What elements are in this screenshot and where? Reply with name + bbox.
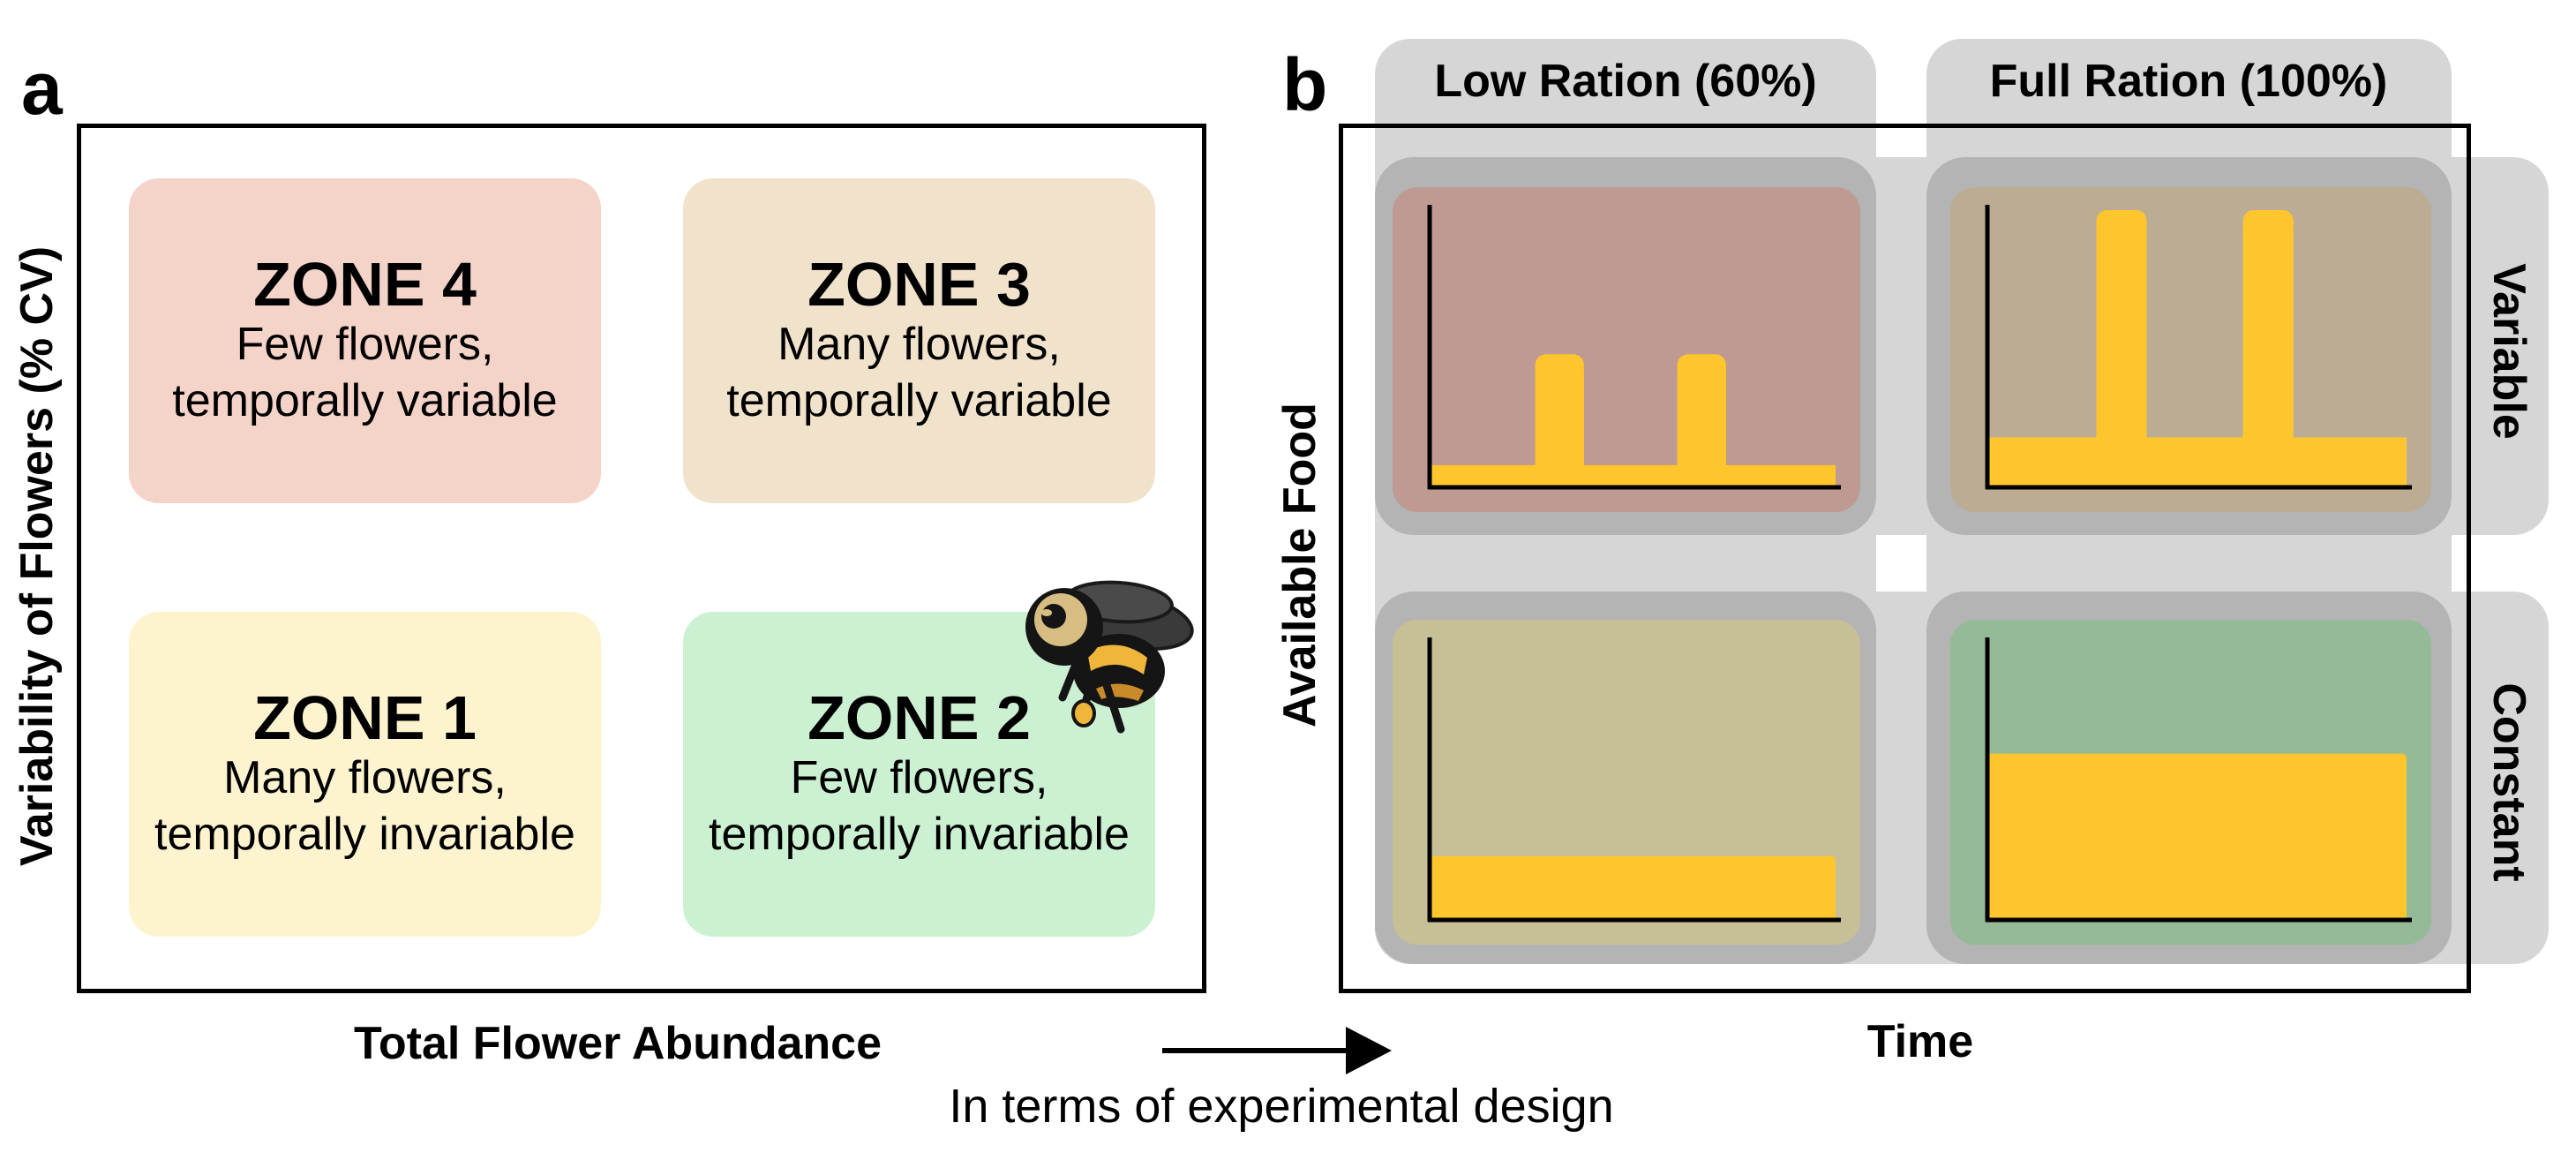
food-plot-full-variable xyxy=(1985,205,2412,490)
panel-b-y-axis-label: Available Food xyxy=(1274,403,1326,727)
panel-a-x-axis-label: Total Flower Abundance xyxy=(353,1018,882,1069)
food-plot-low-constant xyxy=(1427,637,1841,923)
zone-2-box: ZONE 2 Few flowers, temporally invariabl… xyxy=(683,612,1155,937)
panel-a-letter: a xyxy=(21,47,63,130)
panel-b-x-axis-label: Time xyxy=(1866,1016,1974,1067)
food-pulse-bar-body xyxy=(2096,228,2147,487)
cell-low-variable xyxy=(1393,187,1860,512)
zone-description-line-1: Many flowers, xyxy=(223,752,507,804)
food-pulse-bar-body xyxy=(2242,228,2294,487)
food-plot-low-variable xyxy=(1427,205,1841,490)
zone-title: ZONE 2 xyxy=(807,682,1031,752)
zone-title: ZONE 1 xyxy=(253,682,477,752)
panel-a-y-axis-label: Variability of Flowers (% CV) xyxy=(11,245,63,867)
zone-description-line-2: temporally variable xyxy=(172,374,558,426)
food-pulse-bar-body xyxy=(1677,372,1726,487)
zone-description-line-2: temporally variable xyxy=(726,374,1112,426)
zone-description-line-1: Few flowers, xyxy=(790,752,1048,804)
zone-4-box: ZONE 4 Few flowers, temporally variable xyxy=(129,178,601,503)
experimental-design-note: In terms of experimental design xyxy=(949,1080,1614,1133)
zone-3-box: ZONE 3 Many flowers, temporally variable xyxy=(683,178,1155,503)
zone-description-line-1: Many flowers, xyxy=(777,319,1061,371)
food-baseline-bar xyxy=(1987,437,2407,487)
zone-description-line-1: Few flowers, xyxy=(236,319,494,371)
zone-1-box: ZONE 1 Many flowers, temporally invariab… xyxy=(129,612,601,937)
column-label-full-ration: Full Ration (100%) xyxy=(1989,56,2388,107)
panel-b-frame xyxy=(1339,124,2471,993)
column-label-low-ration: Low Ration (60%) xyxy=(1434,56,1817,107)
zone-description-line-2: temporally invariable xyxy=(154,808,575,860)
zone-title: ZONE 3 xyxy=(807,249,1031,319)
food-plot-full-constant xyxy=(1985,637,2412,923)
zone-title: ZONE 4 xyxy=(253,249,477,319)
zone-description-line-2: temporally invariable xyxy=(709,808,1130,860)
right-arrow-icon xyxy=(1162,1027,1392,1074)
food-pulse-bar-body xyxy=(1535,372,1584,487)
food-baseline-bar xyxy=(1430,464,1836,487)
food-supply-area xyxy=(1430,855,1836,920)
panel-b-letter: b xyxy=(1282,43,1328,126)
food-supply-area xyxy=(1987,753,2407,920)
panel-a-frame xyxy=(77,124,1206,993)
row-label-variable: Variable xyxy=(2483,263,2535,440)
bumblebee-icon xyxy=(1025,580,1194,734)
row-label-constant: Constant xyxy=(2483,682,2535,882)
